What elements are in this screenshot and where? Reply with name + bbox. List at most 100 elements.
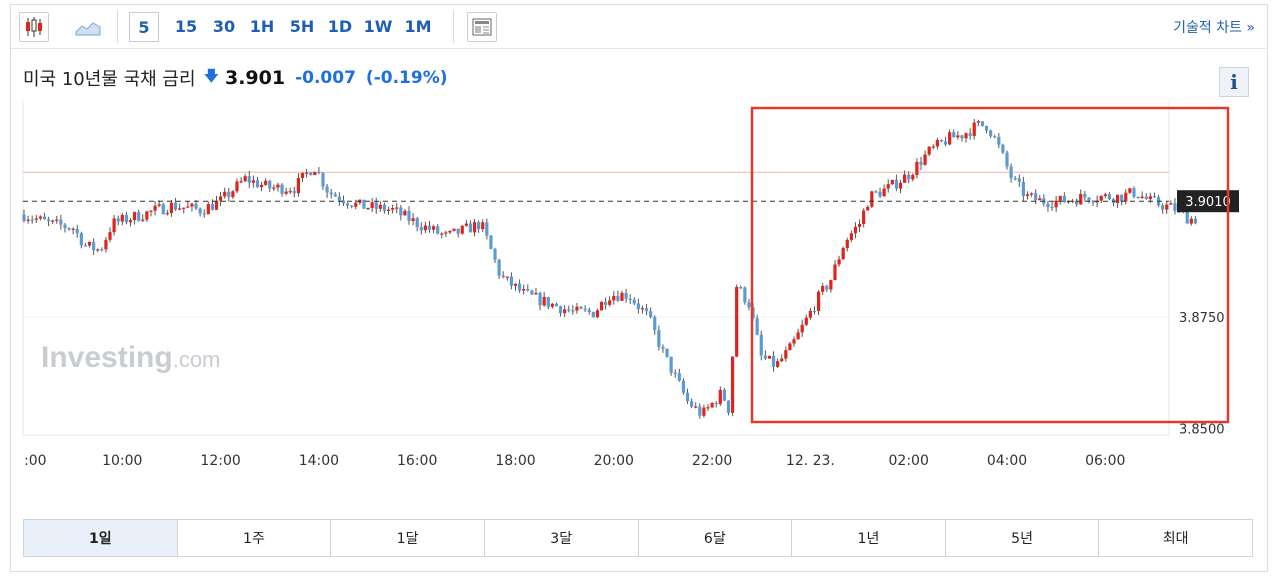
candle-up <box>923 154 927 165</box>
candle-down <box>980 121 985 126</box>
candle-up <box>243 176 247 182</box>
candle-up <box>153 205 157 211</box>
candle-up <box>857 223 862 227</box>
timeframe-30[interactable]: 30 <box>212 17 236 36</box>
candle-up <box>608 300 612 305</box>
candle-up <box>223 191 227 197</box>
timeframe-1h[interactable]: 1H <box>249 17 275 36</box>
candle-up <box>841 248 845 260</box>
candle-down <box>317 171 321 174</box>
candle-up <box>276 184 280 188</box>
candle-up <box>1029 193 1034 195</box>
candle-down <box>30 219 34 221</box>
timeframe-1w[interactable]: 1W <box>363 17 393 36</box>
candle-down <box>415 218 419 228</box>
candle-down <box>427 225 432 230</box>
candle-up <box>112 218 116 233</box>
period-tab-5[interactable]: 6달 <box>638 520 793 556</box>
candle-down <box>333 194 337 197</box>
candle-down <box>1132 188 1136 197</box>
candle-up <box>305 172 309 174</box>
x-tick-label: 18:00 <box>495 453 535 469</box>
candle-down <box>530 290 534 295</box>
candle-down <box>67 228 71 230</box>
candle-up <box>935 140 939 147</box>
candle-up <box>128 220 133 223</box>
candle-up <box>1103 194 1107 197</box>
candle-down <box>337 196 341 201</box>
candle-up <box>784 350 788 359</box>
period-tab-2[interactable]: 1주 <box>177 520 332 556</box>
period-tab-1[interactable]: 1일 <box>24 520 178 556</box>
candle-down <box>1034 193 1038 201</box>
toolbar-divider <box>453 11 454 43</box>
candle-down <box>1193 218 1198 224</box>
x-tick-label: 22:00 <box>692 453 732 469</box>
candle-down <box>489 235 493 249</box>
candle-up <box>800 324 804 333</box>
candle-down <box>255 180 260 188</box>
candle-up <box>931 146 935 148</box>
candle-up <box>599 301 604 311</box>
candle-down <box>399 207 403 216</box>
candle-up <box>870 191 874 207</box>
candle-down <box>681 380 686 393</box>
candle-down <box>571 310 575 312</box>
candle-up <box>816 291 821 312</box>
candle-up <box>862 210 866 224</box>
candle-down <box>1001 144 1005 153</box>
candle-down <box>345 203 350 206</box>
candle-down <box>59 219 63 225</box>
x-tick-label: 06:00 <box>1085 453 1125 469</box>
news-layout-icon[interactable] <box>467 12 497 42</box>
candle-up <box>563 309 567 314</box>
candle-up <box>730 356 735 413</box>
timeframe-5[interactable]: 5 <box>129 12 159 42</box>
candle-down <box>939 140 944 142</box>
candle-down <box>1173 203 1177 211</box>
candle-down <box>493 248 497 260</box>
candle-up <box>1115 194 1120 203</box>
period-tab-8[interactable]: 최대 <box>1099 520 1252 556</box>
candle-down <box>755 318 759 335</box>
candle-up <box>104 239 108 250</box>
candle-down <box>669 356 673 373</box>
candle-down <box>83 245 88 247</box>
candle-up <box>882 188 886 197</box>
candle-down <box>1152 196 1157 198</box>
candle-up <box>845 239 849 249</box>
timeframe-1m[interactable]: 1M <box>404 17 432 36</box>
candle-down <box>624 292 628 299</box>
candle-down <box>1107 194 1111 200</box>
technical-chart-link[interactable]: 기술적 차트 » <box>1173 20 1255 36</box>
candle-up <box>833 264 837 280</box>
timeframe-1d[interactable]: 1D <box>327 17 353 36</box>
candlestick-chart-icon[interactable] <box>19 12 49 42</box>
candle-up <box>898 182 903 189</box>
period-tab-4[interactable]: 3달 <box>484 520 639 556</box>
candle-down <box>497 259 501 276</box>
candle-down <box>1005 152 1009 167</box>
candle-down <box>1062 195 1066 203</box>
period-tab-3[interactable]: 1달 <box>331 520 485 556</box>
candle-down <box>407 210 411 221</box>
x-tick-label: 12. 23. <box>786 453 835 469</box>
candle-down <box>759 334 763 356</box>
timeframe-5h[interactable]: 5H <box>289 17 315 36</box>
candle-up <box>378 204 382 209</box>
period-tab-6[interactable]: 1년 <box>792 520 946 556</box>
period-tab-7[interactable]: 5년 <box>945 520 1100 556</box>
info-button[interactable]: i <box>1219 67 1249 97</box>
watermark: Investing.com <box>41 341 220 374</box>
candle-up <box>505 276 509 278</box>
price-change: -0.007 <box>295 68 356 88</box>
candle-down <box>1017 178 1021 182</box>
area-chart-icon[interactable] <box>73 12 103 42</box>
candle-down <box>583 308 587 310</box>
timeframe-15[interactable]: 15 <box>174 17 198 36</box>
candle-down <box>878 191 882 197</box>
candle-down <box>984 125 989 131</box>
last-price: 3.901 <box>224 67 286 89</box>
candle-down <box>649 311 653 318</box>
price-chart[interactable]: Investing.com 3.9010 3.8750 3.8500:00 10:00 1… <box>11 101 1267 471</box>
